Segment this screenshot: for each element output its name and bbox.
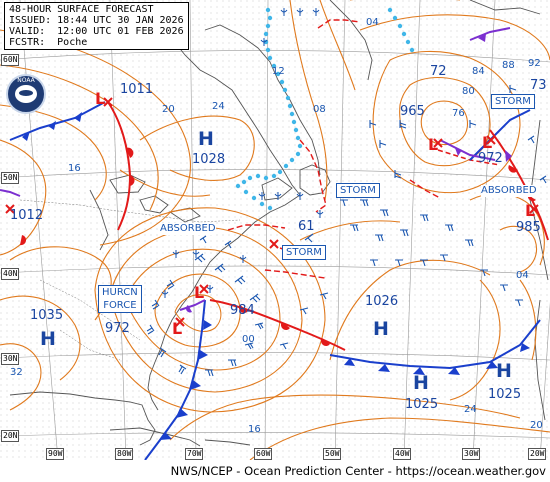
high-value-1025a: 1025	[405, 397, 439, 412]
high-letter-1035: H	[40, 328, 56, 350]
svg-text:L: L	[95, 89, 105, 108]
isobar-label: 20	[530, 420, 543, 431]
high-value-1025b: 1025	[488, 387, 522, 402]
footer-credit-text: NWS/NCEP - Ocean Prediction Center - htt…	[170, 464, 546, 478]
issued-time: ISSUED: 18:44 UTC 30 JAN 2026	[9, 15, 184, 26]
absorbed-label: ABSORBED	[160, 223, 216, 235]
lat-label-50n: 50N	[1, 172, 20, 184]
high-value-1028: 1028	[192, 152, 226, 167]
isobar-label: 32	[10, 367, 23, 378]
isobar-label: 80	[462, 86, 475, 97]
lon-label-50w: 50W	[323, 448, 342, 460]
lon-label-20w: 20W	[528, 448, 547, 460]
storm-warning-tag: STORM	[491, 94, 535, 109]
isobar-label: 00	[242, 334, 255, 345]
forecast-title: 48-HOUR SURFACE FORECAST	[9, 4, 154, 15]
low-value-1012: 1012	[10, 208, 44, 223]
noaa-logo-icon: NOAA	[6, 74, 46, 114]
high-letter-1025a: H	[413, 372, 429, 394]
svg-text:L: L	[194, 283, 204, 302]
high-value-1035: 1035	[30, 308, 64, 323]
forecast-header: 48-HOUR SURFACE FORECAST ISSUED: 18:44 UT…	[4, 2, 189, 50]
lon-label-30w: 30W	[462, 448, 481, 460]
high-value-1026: 1026	[365, 294, 399, 309]
low-value-985: 985	[516, 220, 541, 235]
isobar-label: 61	[298, 219, 315, 234]
absorbed-label: ABSORBED	[481, 185, 537, 197]
occluded-fronts	[0, 27, 512, 313]
isobar-label: 16	[68, 163, 81, 174]
isobar-label: 88	[502, 60, 515, 71]
cold-fronts	[9, 101, 541, 461]
isobar-label: 92	[528, 58, 541, 69]
high-letter-1028: H	[198, 128, 214, 150]
isobars	[0, 0, 550, 461]
high-letter-1026: H	[373, 318, 389, 340]
lat-label-20n: 20N	[1, 430, 20, 442]
storm-warning-tag: STORM	[282, 245, 326, 260]
isobar-label: 16	[248, 424, 261, 435]
lat-label-40n: 40N	[1, 268, 20, 280]
lon-label-90w: 90W	[46, 448, 65, 460]
isobar-label: 72	[430, 64, 447, 79]
ice-edge	[235, 7, 415, 211]
noaa-logo-text: NOAA	[17, 77, 35, 84]
low-letters: L L L L L L	[95, 89, 535, 338]
lat-label-60n: 60N	[1, 54, 20, 66]
svg-text:L: L	[428, 135, 438, 154]
lon-label-40w: 40W	[393, 448, 412, 460]
hurricane-force-line2: FORCE	[103, 300, 137, 311]
low-value-972-west: 972	[105, 321, 130, 336]
lat-label-30n: 30N	[1, 353, 20, 365]
isobar-label: 04	[516, 270, 529, 281]
isobar-label: 04	[366, 17, 379, 28]
noaa-logo-bird-icon	[19, 90, 33, 96]
sea-symbols	[161, 8, 324, 298]
isobar-label: 12	[272, 66, 285, 77]
warning-outlines	[227, 19, 441, 279]
forecaster: FCSTR: Poche	[9, 37, 88, 48]
low-value-1011: 1011	[120, 82, 154, 97]
isobar-label: 08	[313, 104, 326, 115]
high-letter-1025b: H	[496, 360, 512, 382]
storm-warning-tag: STORM	[336, 183, 380, 198]
lon-label-80w: 80W	[115, 448, 134, 460]
wind-barbs	[146, 85, 547, 377]
lon-label-70w: 70W	[185, 448, 204, 460]
isobar-label: 84	[472, 66, 485, 77]
hurricane-force-warning-tag: HURCN FORCE	[98, 285, 142, 313]
political-borders	[19, 199, 241, 361]
low-value-965: 965	[400, 104, 425, 119]
warm-fronts	[20, 101, 549, 351]
low-value-984: 984	[230, 303, 255, 318]
lon-label-60w: 60W	[254, 448, 273, 460]
low-value-972-east: 972	[478, 151, 503, 166]
svg-text:L: L	[482, 133, 492, 152]
isobar-label: 24	[212, 101, 225, 112]
svg-text:L: L	[172, 319, 182, 338]
hurricane-force-line1: HURCN	[102, 287, 138, 298]
valid-time: VALID: 12:00 UTC 01 FEB 2026	[9, 26, 184, 37]
isobar-label: 76	[452, 108, 465, 119]
isobar-label: 20	[162, 104, 175, 115]
footer-credit: NWS/NCEP - Ocean Prediction Center - htt…	[0, 460, 550, 482]
svg-text:L: L	[525, 201, 535, 220]
isobar-label: 73	[530, 78, 547, 93]
low-center-markers	[5, 97, 539, 327]
isobar-label: 24	[464, 404, 477, 415]
